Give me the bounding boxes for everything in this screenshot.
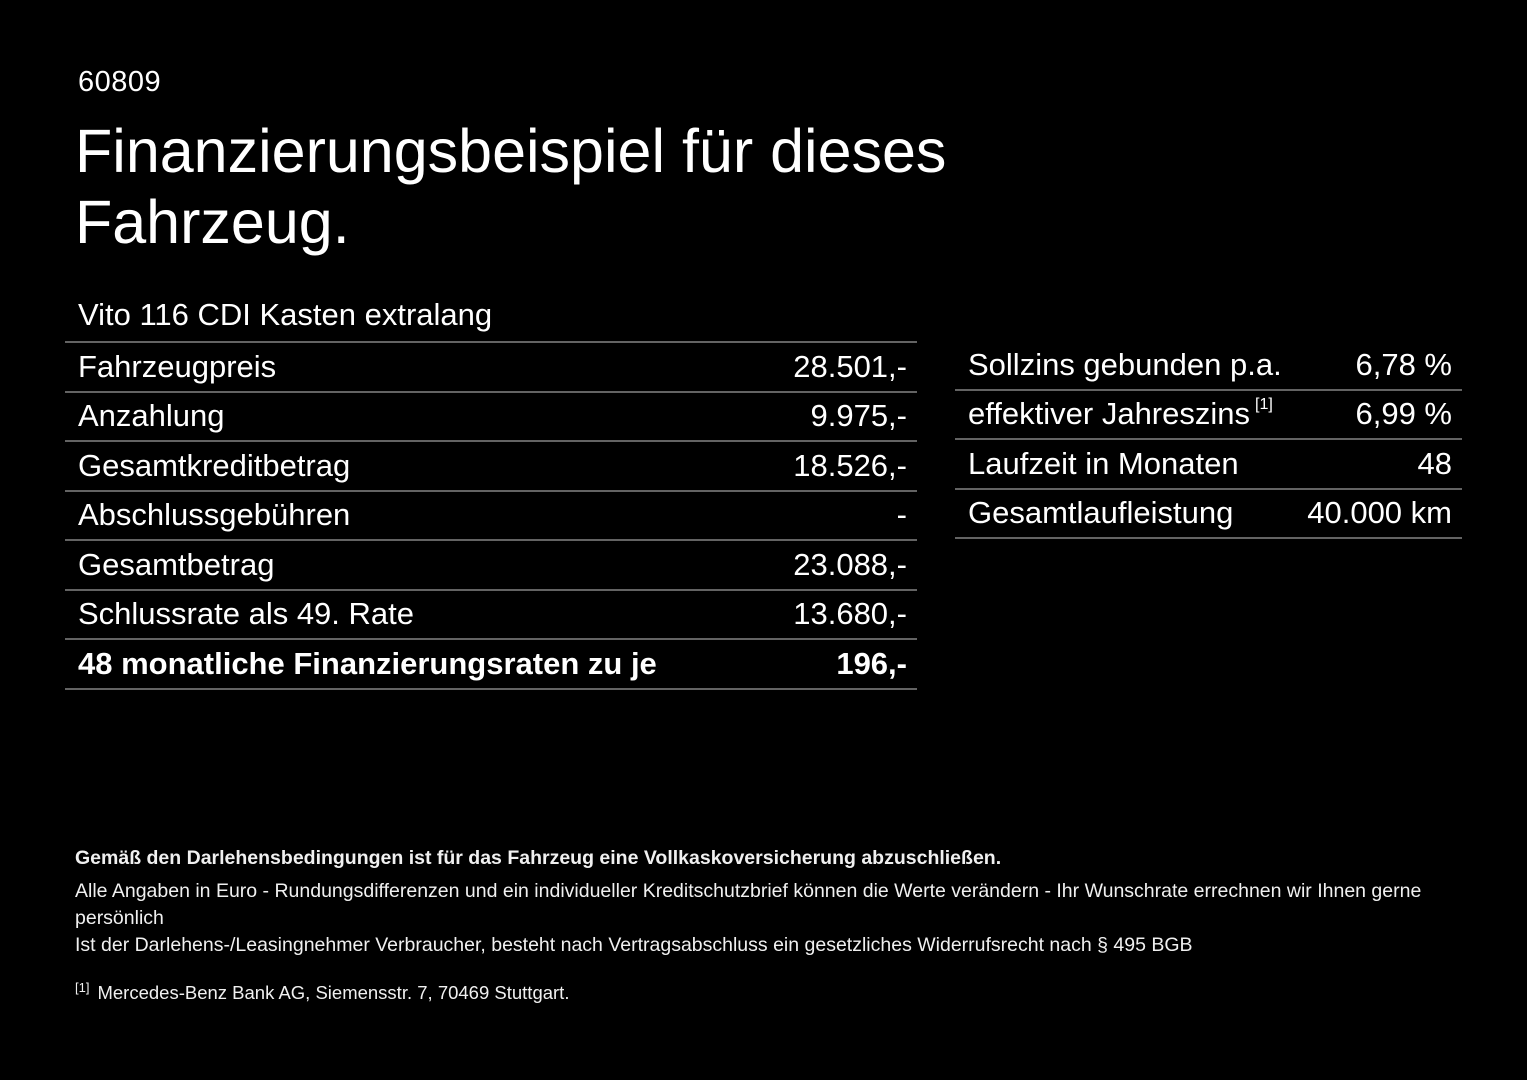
footnote-marker: [1]	[75, 980, 90, 995]
financing-details-table: Fahrzeugpreis 28.501,- Anzahlung 9.975,-…	[65, 341, 917, 690]
table-row: Gesamtbetrag 23.088,-	[65, 541, 917, 591]
vehicle-model-label: Vito 116 CDI Kasten extralang	[78, 297, 493, 332]
euro-note: Alle Angaben in Euro - Rundungsdifferenz…	[75, 880, 1422, 929]
row-label: Gesamtbetrag	[78, 546, 275, 582]
table-row: Gesamtlaufleistung 40.000 km	[955, 490, 1462, 539]
table-row: Laufzeit in Monaten 48	[955, 440, 1462, 490]
table-row: effektiver Jahreszins [1] 6,99 %	[955, 391, 1462, 440]
table-row-monthly-rate: 48 monatliche Finanzierungsraten zu je 1…	[65, 640, 917, 690]
row-label: 48 monatliche Finanzierungsraten zu je	[78, 645, 657, 681]
row-value: 13.680,-	[793, 596, 907, 632]
table-row: Gesamtkreditbetrag 18.526,-	[65, 442, 917, 492]
table-row: Fahrzeugpreis 28.501,-	[65, 343, 917, 393]
insurance-note: Gemäß den Darlehensbedingungen ist für d…	[75, 847, 1002, 869]
row-label: Gesamtkreditbetrag	[78, 447, 351, 483]
row-value: 18.526,-	[793, 447, 907, 483]
row-label: Anzahlung	[78, 398, 225, 434]
row-value: 9.975,-	[810, 398, 907, 434]
table-row: Abschlussgebühren -	[65, 492, 917, 541]
row-label: Abschlussgebühren	[78, 497, 351, 533]
row-value: 48	[1417, 445, 1452, 481]
conditions-table: Sollzins gebunden p.a. 6,78 % effektiver…	[955, 341, 1462, 539]
table-row: Anzahlung 9.975,-	[65, 393, 917, 442]
table-row: Schlussrate als 49. Rate 13.680,-	[65, 591, 917, 640]
legal-footer: Gemäß den Darlehensbedingungen ist für d…	[75, 845, 1475, 1006]
row-value: 28.501,-	[793, 348, 907, 384]
row-value: -	[896, 497, 907, 533]
row-label: Schlussrate als 49. Rate	[78, 596, 415, 632]
row-value: 23.088,-	[793, 546, 907, 582]
row-label: Laufzeit in Monaten	[968, 445, 1239, 481]
table-row: Sollzins gebunden p.a. 6,78 %	[955, 341, 1462, 391]
row-value: 6,99 %	[1355, 396, 1452, 432]
row-label: Gesamtlaufleistung	[968, 495, 1234, 531]
withdrawal-note: Ist der Darlehens-/Leasingnehmer Verbrau…	[75, 934, 1193, 956]
bank-footnote: [1] Mercedes-Benz Bank AG, Siemensstr. 7,…	[75, 974, 1475, 1006]
row-label: Fahrzeugpreis	[78, 348, 277, 384]
row-value: 6,78 %	[1355, 346, 1452, 382]
row-value: 196,-	[836, 645, 907, 681]
row-label: effektiver Jahreszins [1]	[968, 394, 1273, 432]
footnote-text: Mercedes-Benz Bank AG, Siemensstr. 7, 70…	[97, 982, 570, 1004]
row-label: Sollzins gebunden p.a.	[968, 346, 1282, 382]
row-value: 40.000 km	[1307, 495, 1452, 531]
page-title: Finanzierungsbeispiel für dieses Fahrzeu…	[75, 117, 947, 257]
footnote-ref: [1]	[1255, 394, 1273, 413]
offer-number: 60809	[78, 66, 162, 98]
